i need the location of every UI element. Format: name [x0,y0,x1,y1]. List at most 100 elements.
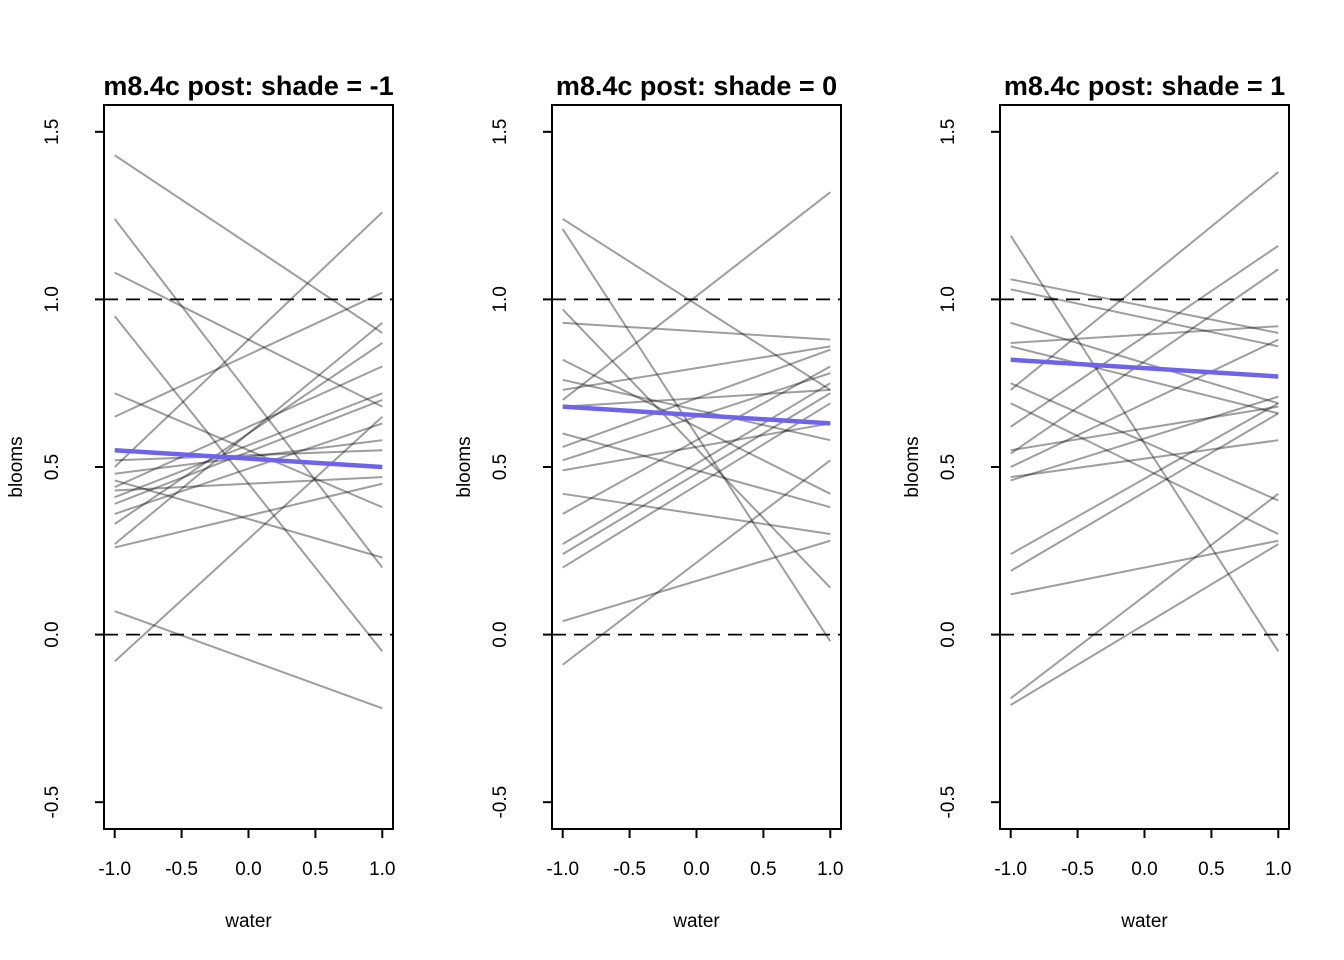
posterior-mean-line [1010,357,1279,379]
x-axis-label: water [224,911,272,932]
posterior-sample-line-9 [114,479,383,559]
posterior-sample-line-1 [561,228,832,642]
y-tick-label-3: 1.0 [938,286,959,312]
x-tick-label-2: 0.0 [1131,859,1157,880]
posterior-sample-line-9 [1010,244,1279,428]
posterior-sample-line-4 [1010,325,1279,344]
posterior-sample-line-0 [1009,235,1280,652]
x-tick-label-1: -0.5 [1061,859,1094,880]
posterior-sample-line-16 [1010,412,1279,572]
y-tick-label-4: 1.5 [42,119,63,145]
posterior-sample-line-8 [1010,402,1279,535]
plot-box-border [551,104,842,830]
posterior-sample-line-8 [562,388,831,408]
posterior-sample-line-7 [114,211,383,468]
posterior-sample-line-3 [1010,321,1279,405]
posterior-sample-line-5 [1010,345,1279,415]
y-tick-label-2: 0.5 [938,454,959,480]
plot-panel-0: -1.0 -0.5 0.0 0.5 1.0 -0.5 0.0 0.5 1.0 1.5 m8.4c p… [6,71,396,932]
y-tick-label-1: 0.0 [490,621,511,647]
posterior-sample-line-6 [1010,382,1279,502]
posterior-sample-line-2 [561,308,832,589]
x-tick-label-3: 0.5 [302,859,328,880]
x-tick-label-4: 1.0 [369,859,395,880]
posterior-sample-line-19 [562,459,831,666]
posterior-sample-line-4 [562,358,831,495]
posterior-sample-line-2 [114,271,383,408]
posterior-sample-line-4 [114,392,383,509]
panel-title: m8.4c post: shade = -1 [103,71,393,101]
y-axis-label: blooms [454,436,475,497]
posterior-sample-line-3 [113,315,384,652]
posterior-sample-line-9 [562,432,831,509]
posterior-sample-line-16 [114,322,383,545]
posterior-sample-line-6 [114,449,383,462]
posterior-sample-line-17 [562,402,831,569]
posterior-sample-line-7 [562,191,831,401]
x-tick-label-3: 0.5 [1198,859,1224,880]
posterior-mean-line [114,447,383,470]
posterior-sample-line-12 [114,392,383,499]
y-tick-label-3: 1.0 [42,286,63,312]
y-tick-label-0: -0.5 [42,786,63,819]
y-tick-label-3: 1.0 [490,286,511,312]
posterior-sample-line-6 [562,345,831,391]
posterior-sample-line-3 [562,321,831,341]
posterior-sample-line-18 [114,610,383,710]
posterior-mean-line [562,404,831,426]
x-tick-label-0: -1.0 [994,859,1027,880]
x-axis-label: water [1120,911,1168,932]
posterior-sample-line-0 [114,154,383,334]
posterior-sample-line-10 [114,365,383,489]
posterior-sample-line-19 [114,415,383,663]
posterior-sample-line-0 [562,218,831,391]
x-tick-label-1: -0.5 [165,859,198,880]
posterior-sample-line-14 [562,365,831,515]
posterior-sample-line-5 [562,378,831,442]
posterior-sample-line-15 [114,342,383,525]
x-tick-label-2: 0.0 [235,859,261,880]
posterior-sample-line-10 [1010,405,1279,452]
y-axis-label: blooms [6,436,27,497]
posterior-sample-line-13 [114,399,383,505]
x-tick-label-1: -0.5 [613,859,646,880]
x-axis-label: water [672,911,720,932]
posterior-sample-line-5 [114,291,383,418]
posterior-sample-line-11 [1010,268,1279,455]
posterior-sample-line-18 [1010,493,1279,700]
panel-title: m8.4c post: shade = 1 [1004,71,1285,101]
y-tick-label-1: 0.0 [938,621,959,647]
posterior-sample-line-12 [562,422,831,472]
x-tick-label-0: -1.0 [546,859,579,880]
y-tick-label-2: 0.5 [42,454,63,480]
posterior-sample-line-10 [562,348,831,448]
posterior-sample-line-14 [114,422,383,515]
posterior-sample-line-17 [114,482,383,549]
posterior-sample-line-12 [1010,338,1279,468]
posterior-sample-line-17 [1010,539,1279,596]
x-tick-label-4: 1.0 [817,859,843,880]
y-tick-label-2: 0.5 [490,454,511,480]
x-tick-label-0: -1.0 [98,859,131,880]
posterior-sample-line-15 [1010,402,1279,556]
y-tick-label-0: -0.5 [490,786,511,819]
posterior-sample-line-11 [114,476,383,492]
x-tick-label-3: 0.5 [750,859,776,880]
panel-title: m8.4c post: shade = 0 [556,71,837,101]
posterior-sample-line-2 [1010,288,1279,348]
posterior-sample-line-15 [562,382,831,545]
posterior-sample-line-19 [1010,543,1279,706]
posterior-sample-line-13 [1010,439,1279,479]
y-tick-label-4: 1.5 [490,119,511,145]
x-tick-label-2: 0.0 [683,859,709,880]
plot-panel-2: -1.0 -0.5 0.0 0.5 1.0 -0.5 0.0 0.5 1.0 1.5 m8.4c p… [902,71,1292,932]
plot-panel-1: -1.0 -0.5 0.0 0.5 1.0 -0.5 0.0 0.5 1.0 1.5 m8.4c p… [454,71,844,932]
y-tick-label-1: 0.0 [42,621,63,647]
y-tick-label-0: -0.5 [938,786,959,819]
y-tick-label-4: 1.5 [938,119,959,145]
posterior-sample-line-7 [1010,171,1279,391]
posterior-sample-line-18 [562,539,831,623]
posterior-sample-line-13 [562,492,831,536]
y-axis-label: blooms [902,436,923,497]
